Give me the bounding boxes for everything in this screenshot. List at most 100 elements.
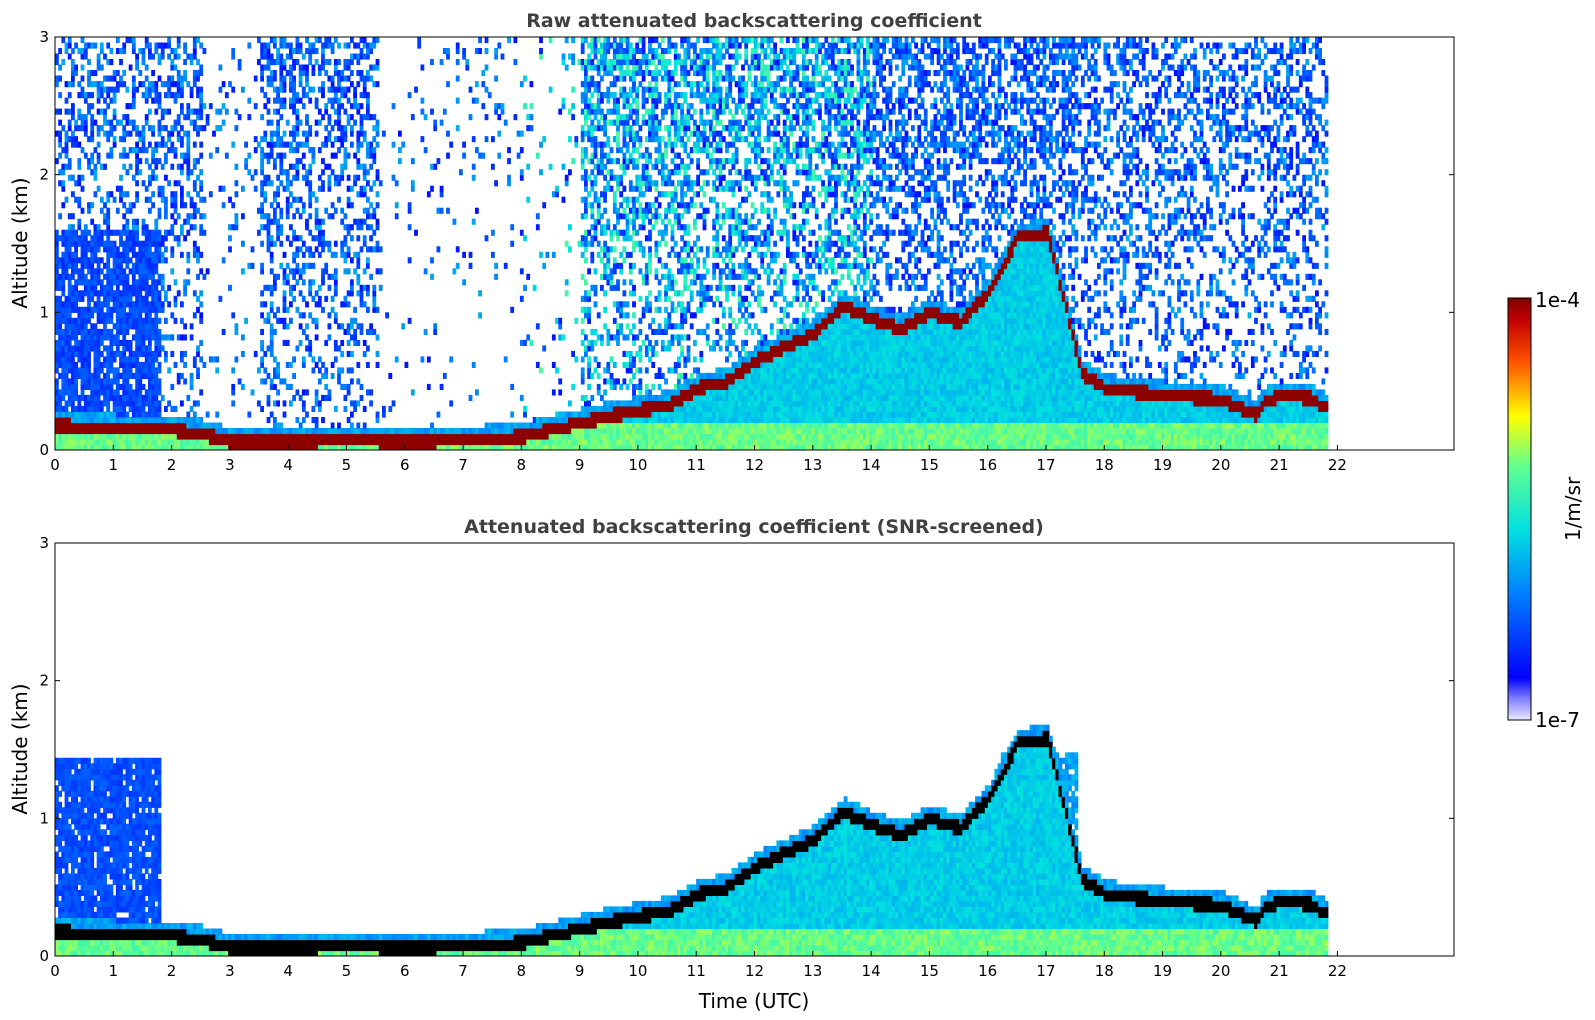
heatmap-cell [436, 158, 441, 165]
heatmap-cell [263, 130, 268, 137]
heatmap-cell [295, 444, 300, 450]
heatmap-cell [298, 213, 303, 220]
heatmap-cell [596, 202, 601, 209]
heatmap-cell [644, 185, 649, 192]
heatmap-cell [356, 191, 361, 198]
heatmap-cell [285, 273, 290, 280]
heatmap-cell [221, 257, 226, 264]
heatmap-cell [436, 439, 441, 446]
heatmap-cell [199, 389, 204, 396]
heatmap-cell [247, 433, 252, 440]
heatmap-cell [138, 317, 143, 324]
heatmap-cell [202, 422, 207, 429]
heatmap-cell [90, 257, 95, 264]
heatmap-cell [558, 411, 563, 418]
heatmap-cell [632, 361, 636, 368]
heatmap-cell [90, 103, 95, 110]
heatmap-cell [93, 334, 98, 341]
heatmap-cell [535, 428, 540, 435]
heatmap-cell [606, 405, 611, 412]
heatmap-cell [99, 428, 104, 435]
heatmap-cell [199, 70, 204, 77]
heatmap-cell [670, 428, 675, 435]
heatmap-cell [199, 444, 204, 450]
heatmap-cell [587, 339, 591, 346]
heatmap-cell [449, 444, 454, 450]
heatmap-cell [58, 48, 62, 55]
heatmap-cell [83, 97, 88, 104]
heatmap-cell [115, 246, 120, 253]
heatmap-cell [577, 439, 582, 446]
heatmap-cell [609, 439, 614, 446]
heatmap-cell [148, 422, 152, 429]
heatmap-cell [612, 42, 617, 49]
heatmap-cell [301, 141, 306, 148]
heatmap-cell [282, 279, 287, 286]
heatmap-cell [90, 119, 95, 126]
heatmap-cell [90, 218, 95, 225]
heatmap-cell [667, 323, 672, 330]
heatmap-cell [513, 422, 518, 429]
heatmap-cell [80, 251, 85, 258]
heatmap-cell [587, 97, 591, 104]
heatmap-cell [228, 439, 232, 446]
heatmap-cell [135, 411, 139, 418]
heatmap-cell [77, 411, 82, 418]
heatmap-cell [93, 235, 98, 242]
heatmap-cell [93, 400, 98, 407]
heatmap-cell [125, 114, 130, 121]
heatmap-cell [266, 417, 271, 424]
heatmap-cell [141, 345, 146, 352]
heatmap-cell [260, 328, 264, 335]
heatmap-cell [670, 439, 675, 446]
heatmap-cell [93, 433, 98, 440]
heatmap-cell [507, 422, 511, 429]
heatmap-cell [510, 411, 515, 418]
heatmap-cell [64, 130, 69, 137]
heatmap-cell [295, 345, 300, 352]
heatmap-cell [106, 218, 111, 225]
heatmap-cell [635, 97, 640, 104]
heatmap-cell [247, 97, 252, 104]
heatmap-cell [382, 444, 386, 450]
heatmap-cell [648, 136, 652, 143]
heatmap-cell [83, 378, 88, 385]
heatmap-cell [664, 174, 668, 181]
heatmap-cell [96, 317, 101, 324]
heatmap-cell [208, 356, 213, 363]
heatmap-cell [74, 301, 78, 308]
heatmap-cell [282, 59, 287, 66]
heatmap-cell [564, 174, 569, 181]
heatmap-cell [523, 439, 527, 446]
heatmap-cell [269, 378, 274, 385]
heatmap-cell [657, 279, 662, 286]
heatmap-cell [170, 439, 175, 446]
heatmap-cell [465, 59, 470, 66]
heatmap-cell [664, 290, 668, 297]
heatmap-cell [529, 433, 534, 440]
heatmap-cell [532, 422, 537, 429]
heatmap-cell [260, 207, 264, 214]
heatmap-cell [619, 213, 624, 220]
heatmap-cell [61, 301, 66, 308]
heatmap-cell [183, 444, 187, 450]
heatmap-cell [122, 417, 127, 424]
heatmap-cell [273, 130, 277, 137]
heatmap-cell [494, 428, 498, 435]
heatmap-cell [654, 70, 659, 77]
heatmap-cell [61, 251, 66, 258]
heatmap-cell [295, 268, 300, 275]
heatmap-cell [664, 400, 668, 407]
heatmap-cell [612, 444, 617, 450]
heatmap-cell [196, 350, 200, 357]
heatmap-cell [135, 152, 139, 159]
heatmap-cell [96, 185, 101, 192]
heatmap-cell [551, 433, 556, 440]
heatmap-cell [577, 422, 582, 429]
heatmap-cell [106, 356, 111, 363]
heatmap-cell [330, 86, 335, 93]
heatmap-cell [648, 257, 652, 264]
heatmap-cell [279, 53, 284, 60]
heatmap-cell [128, 400, 133, 407]
heatmap-cell [622, 37, 627, 44]
